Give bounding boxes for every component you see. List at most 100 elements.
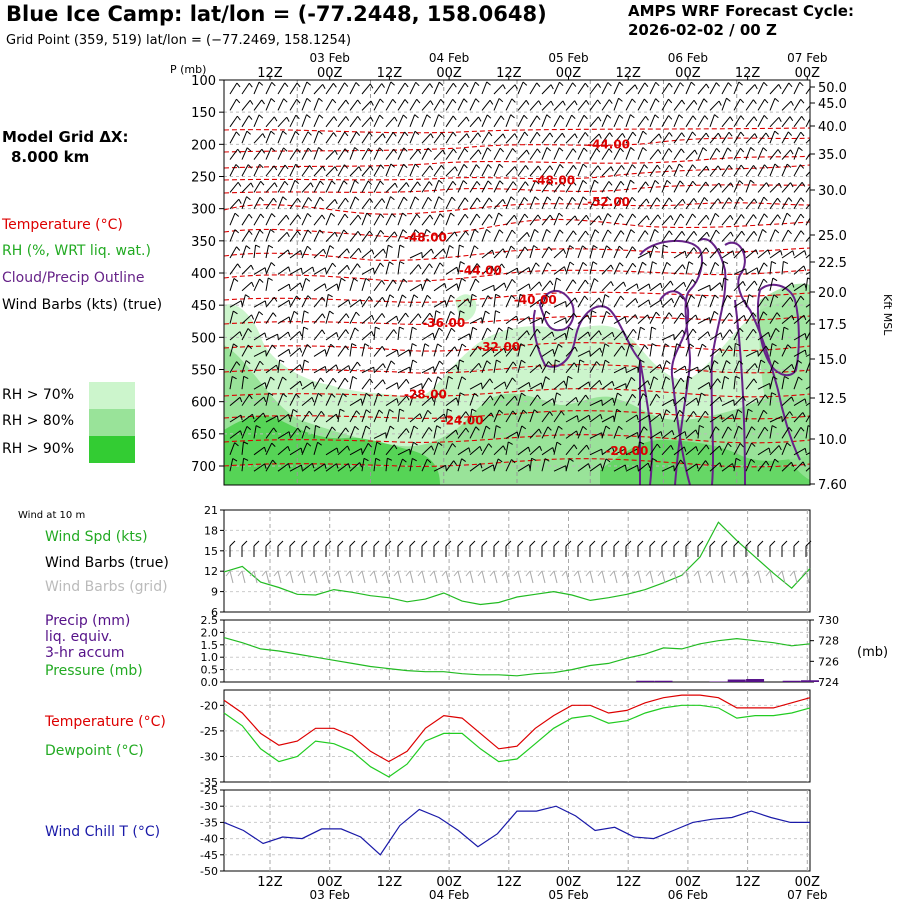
wind-barb-shaft <box>433 310 437 324</box>
wind-barb-shaft <box>385 349 398 357</box>
wind-barb-shaft <box>553 196 560 210</box>
wind-barb-shaft <box>229 115 238 128</box>
wind-barb-flag <box>237 263 241 269</box>
wind-barb-flag <box>763 262 768 267</box>
wind-barb-flag <box>246 147 252 152</box>
wind-barb-shaft <box>721 164 730 177</box>
wind-barb-shaft <box>481 425 487 439</box>
legend-rh70-label: RH > 70% <box>2 387 75 403</box>
wind-barb-shaft <box>253 81 260 95</box>
cloud-outline-3 <box>639 239 703 485</box>
wind-barb-shaft <box>793 295 802 308</box>
wind-barb-flag <box>525 165 529 170</box>
wind-barb-shaft <box>673 329 683 341</box>
top-time-label: 12Z <box>496 66 522 81</box>
surface-barb-grid-flag <box>345 570 351 577</box>
temperature-contour <box>224 315 810 325</box>
wind-barb-shaft <box>505 133 516 144</box>
wind-barb-flag <box>390 163 396 168</box>
wind-barb-flag <box>732 414 735 420</box>
wind-barb-shaft <box>265 147 272 160</box>
wind-barb-flag <box>327 293 333 298</box>
wind-barb-shaft <box>625 213 633 226</box>
wind-barb-flag <box>437 343 442 348</box>
wind-barb-shaft <box>721 147 729 160</box>
wind-barb-flag <box>476 197 481 203</box>
wind-barb-flag <box>419 413 423 419</box>
wind-barb-flag <box>549 214 554 220</box>
wind-barb-shaft <box>613 316 626 325</box>
wind-barb-shaft <box>505 114 512 127</box>
wind-barb-flag <box>464 147 469 153</box>
wind-barb-flag <box>690 81 696 86</box>
wind-barb-shaft <box>637 441 640 455</box>
surface-barb-grid <box>265 570 270 584</box>
wind-barb-shaft <box>229 331 241 341</box>
wind-barb-flag <box>465 230 469 236</box>
wind-barb-shaft <box>421 165 431 177</box>
top-time-label: 12Z <box>377 66 403 81</box>
wind-barb-flag <box>417 181 421 187</box>
wind-barb-shaft <box>385 425 391 439</box>
wind-barb-shaft <box>529 196 536 209</box>
wind-barb-shaft <box>349 247 360 259</box>
wind-barb-shaft <box>409 229 416 242</box>
wind-barb-flag <box>411 343 417 347</box>
wind-barb-flag <box>606 196 612 201</box>
wind-barb-flag <box>563 248 567 254</box>
wind-barb-flag <box>475 98 480 103</box>
precip-label-line3: 3-hr accum <box>45 645 125 661</box>
forecast-cycle-label: AMPS WRF Forecast Cycle: <box>628 2 854 20</box>
wind-barb-flag <box>486 81 491 86</box>
wind-barb-flag <box>284 164 289 170</box>
wind-barb-shaft <box>769 312 778 324</box>
surface-barb-grid-flag <box>513 570 519 577</box>
wind-barb-flag <box>450 212 455 217</box>
wind-barb-flag <box>799 81 804 87</box>
wind-barb-shaft <box>769 214 779 226</box>
wind-barb-shaft <box>757 182 767 193</box>
wind-barb-shaft <box>241 130 248 144</box>
wind-barb-shaft <box>265 312 274 324</box>
wind-barb-flag <box>594 229 600 234</box>
wind-barb-flag <box>447 408 453 412</box>
wind-barb-shaft <box>517 392 522 406</box>
wind-barb-flag <box>522 409 528 414</box>
wind-barb-shaft <box>493 347 505 357</box>
wind-barb-shaft <box>301 147 309 160</box>
wind-barb-shaft <box>685 149 696 160</box>
wind-barb-flag <box>452 82 457 88</box>
wind-barb-flag <box>247 328 252 333</box>
surface-barb-true-flag <box>769 540 776 547</box>
wind-barb-shaft <box>301 381 314 390</box>
wind-barb-flag <box>739 443 744 448</box>
contour-label: -52.00 <box>587 195 630 209</box>
wind-barb-flag <box>652 457 657 462</box>
wind-barb-shaft <box>805 402 810 407</box>
wind-barb-shaft <box>661 98 669 111</box>
wind-barb-flag <box>535 344 540 349</box>
wind-barb-shaft <box>289 295 297 308</box>
wind-barb-flag <box>299 331 303 337</box>
wind-barb-flag <box>717 198 722 204</box>
pressure-unit-label: (mb) <box>857 645 888 660</box>
wind-barb-shaft <box>697 165 707 177</box>
wind-barb-shaft <box>541 331 553 341</box>
wind-barb-flag <box>268 244 274 249</box>
wind-barb-flag <box>381 198 386 203</box>
wind-barb-flag <box>763 115 768 120</box>
surface-barb-grid-flag <box>393 570 399 577</box>
wind-barb-shaft <box>373 198 383 210</box>
wind-barb-shaft <box>409 149 419 160</box>
surface-barb-true-flag <box>709 540 716 547</box>
wind-barb-shaft <box>373 164 381 177</box>
wind-barb-shaft <box>397 458 403 472</box>
wind-barb-shaft <box>481 378 491 390</box>
temperature-label: Temperature (°C) <box>45 714 166 730</box>
wind-barb-flag <box>631 376 636 382</box>
wind-barb-shaft <box>493 282 505 292</box>
wind-barb-shaft <box>301 462 313 472</box>
wind-barb-shaft <box>361 249 373 259</box>
wind-barb-shaft <box>673 377 682 390</box>
wind-barb-shaft <box>637 198 647 210</box>
